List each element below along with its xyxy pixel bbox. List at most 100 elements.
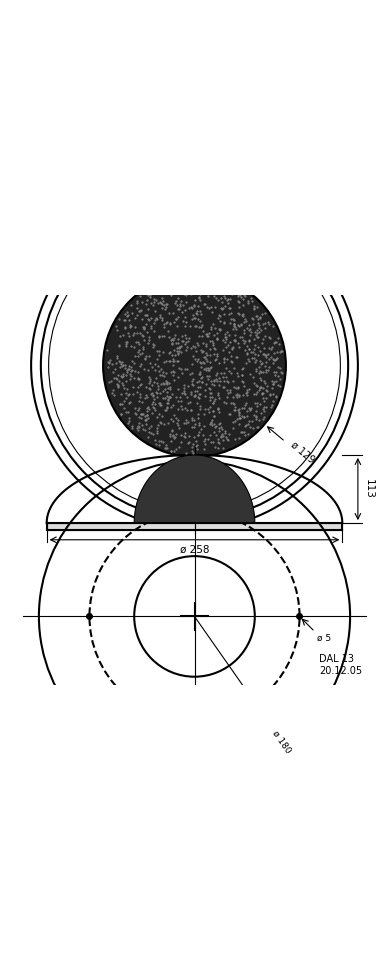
Point <box>159 296 165 312</box>
Point <box>136 371 142 387</box>
Point <box>245 416 251 432</box>
Point <box>206 325 212 341</box>
Point <box>257 309 263 324</box>
Point <box>225 291 231 307</box>
Point <box>259 385 265 401</box>
Point <box>194 374 200 390</box>
Point <box>254 329 260 345</box>
Point <box>197 313 203 328</box>
Point <box>174 298 180 314</box>
Point <box>179 402 186 417</box>
Point <box>164 297 170 313</box>
Point <box>246 333 252 349</box>
Point <box>258 379 264 395</box>
Point <box>240 360 247 375</box>
Point <box>141 321 147 337</box>
Point <box>201 296 207 312</box>
Point <box>263 355 270 370</box>
Point <box>179 332 185 348</box>
Point <box>135 344 141 360</box>
Point <box>196 390 202 406</box>
Point <box>170 430 177 446</box>
Point <box>155 417 161 433</box>
Point <box>158 362 165 377</box>
Point <box>179 399 185 415</box>
Point <box>230 395 236 411</box>
Point <box>150 336 156 352</box>
Point <box>166 329 172 345</box>
Point <box>209 319 215 335</box>
Point <box>134 294 140 310</box>
Point <box>244 384 250 400</box>
Point <box>214 282 220 298</box>
Point <box>216 307 223 322</box>
Point <box>158 415 164 430</box>
Point <box>242 417 249 433</box>
Point <box>209 375 216 391</box>
Point <box>235 286 241 302</box>
Point <box>177 296 183 312</box>
Point <box>175 283 181 299</box>
Point <box>257 344 263 360</box>
Point <box>183 294 189 310</box>
Point <box>185 333 191 349</box>
Point <box>136 409 142 424</box>
Circle shape <box>103 274 286 457</box>
Point <box>260 412 266 427</box>
Point <box>167 389 173 405</box>
Point <box>277 371 284 387</box>
Point <box>231 317 237 332</box>
Point <box>180 428 187 444</box>
Point <box>229 284 235 300</box>
Point <box>182 428 188 444</box>
Point <box>123 405 129 420</box>
Point <box>131 319 138 335</box>
Point <box>170 351 176 367</box>
Point <box>205 404 212 419</box>
Point <box>156 348 162 364</box>
Point <box>179 297 186 313</box>
Point <box>211 424 217 440</box>
Point <box>251 386 257 402</box>
Point <box>277 378 284 394</box>
Point <box>146 313 152 328</box>
Point <box>273 345 280 361</box>
Point <box>269 398 275 414</box>
Point <box>159 300 165 316</box>
Point <box>130 379 136 395</box>
Point <box>116 312 122 327</box>
Point <box>139 294 145 310</box>
Point <box>157 415 163 430</box>
Point <box>173 389 179 405</box>
Point <box>212 419 218 435</box>
Point <box>115 378 121 394</box>
Point <box>219 301 225 317</box>
Point <box>150 399 156 415</box>
Point <box>235 306 241 321</box>
Point <box>246 341 252 357</box>
Point <box>237 329 243 345</box>
Point <box>104 342 110 358</box>
Point <box>217 373 223 389</box>
Point <box>259 356 265 371</box>
Point <box>220 440 226 456</box>
Point <box>176 302 182 318</box>
Point <box>210 377 217 393</box>
Point <box>261 346 268 362</box>
Point <box>249 350 255 366</box>
Point <box>173 410 179 425</box>
Point <box>157 398 163 414</box>
Point <box>137 359 144 374</box>
Point <box>186 395 192 411</box>
Point <box>138 356 144 371</box>
Point <box>267 387 273 403</box>
Point <box>188 356 194 371</box>
Point <box>126 396 132 412</box>
Point <box>252 324 258 340</box>
Point <box>266 351 272 367</box>
Point <box>197 378 203 394</box>
Point <box>222 328 228 344</box>
Point <box>223 329 229 345</box>
Point <box>246 322 252 338</box>
Point <box>187 386 194 402</box>
